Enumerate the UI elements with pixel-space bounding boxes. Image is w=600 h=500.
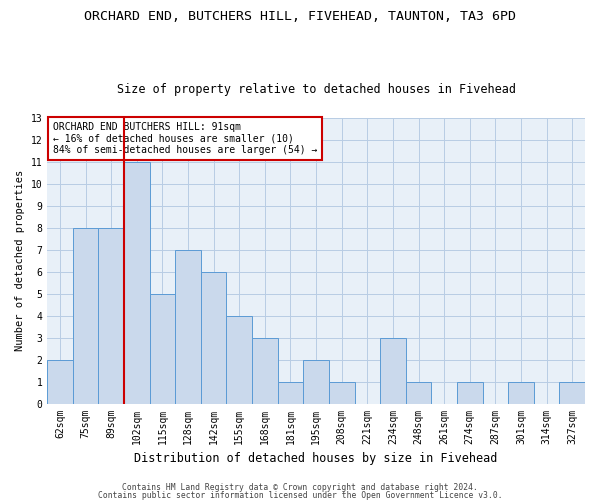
Bar (47, 360, 73, 404)
Bar (303, 360, 329, 404)
Text: Contains HM Land Registry data © Crown copyright and database right 2024.: Contains HM Land Registry data © Crown c… (122, 484, 478, 492)
Text: ORCHARD END BUTCHERS HILL: 91sqm
← 16% of detached houses are smaller (10)
84% o: ORCHARD END BUTCHERS HILL: 91sqm ← 16% o… (53, 122, 317, 156)
Bar (380, 338, 406, 404)
X-axis label: Distribution of detached houses by size in Fivehead: Distribution of detached houses by size … (134, 452, 498, 465)
Bar (406, 382, 431, 404)
Bar (252, 338, 278, 404)
Bar (175, 250, 201, 404)
Bar (98, 228, 124, 404)
Bar (124, 162, 149, 404)
Text: Contains public sector information licensed under the Open Government Licence v3: Contains public sector information licen… (98, 490, 502, 500)
Bar (149, 294, 175, 404)
Y-axis label: Number of detached properties: Number of detached properties (15, 170, 25, 352)
Bar (559, 382, 585, 404)
Bar (329, 382, 355, 404)
Title: Size of property relative to detached houses in Fivehead: Size of property relative to detached ho… (116, 83, 515, 96)
Bar (201, 272, 226, 404)
Text: ORCHARD END, BUTCHERS HILL, FIVEHEAD, TAUNTON, TA3 6PD: ORCHARD END, BUTCHERS HILL, FIVEHEAD, TA… (84, 10, 516, 23)
Bar (278, 382, 303, 404)
Bar (508, 382, 534, 404)
Bar (73, 228, 98, 404)
Bar (457, 382, 482, 404)
Bar (226, 316, 252, 404)
